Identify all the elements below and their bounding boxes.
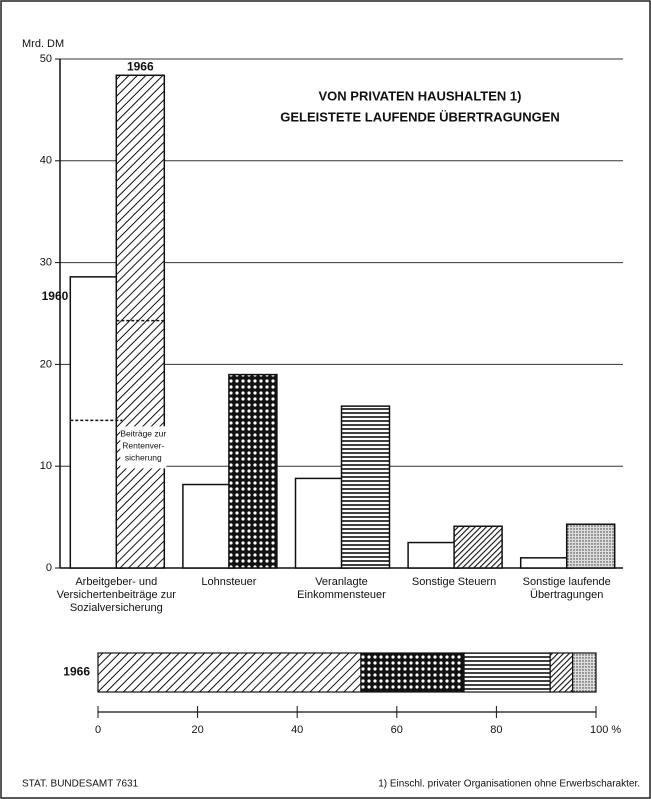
annotation-box [120, 426, 167, 469]
source: STAT. BUNDESAMT 7631 [22, 779, 139, 790]
x-tick-label: 60 [391, 724, 403, 736]
x-tick-label: Lohnsteuer [201, 576, 256, 588]
x-tick-label: Arbeitgeber- und Versichertenbeiträge zur… [57, 576, 177, 614]
y-tick-label: 40 [40, 155, 52, 167]
bar [294, 477, 349, 569]
bar [182, 483, 236, 569]
share-segment [571, 652, 597, 693]
y-tick-label: 20 [40, 358, 52, 370]
series-label: 1966 [127, 59, 154, 73]
share-segment [549, 652, 574, 693]
series-label: 1960 [42, 289, 69, 303]
bar [340, 405, 391, 569]
y-tick-label: 10 [40, 460, 52, 472]
bar [519, 557, 574, 569]
bar [407, 541, 461, 569]
bar [228, 373, 278, 569]
bar [453, 525, 503, 569]
share-segment [360, 652, 465, 693]
share-label: 1966 [63, 665, 90, 679]
share-segment [463, 652, 551, 693]
annotation: Beiträge zur Rentenver-sicherung [120, 429, 166, 463]
x-tick-label: 80 [490, 724, 502, 736]
y-tick-label: 50 [40, 53, 52, 65]
x-tick-label: 40 [291, 724, 303, 736]
chart-subtitle: GELEISTETE LAUFENDE ÜBERTRAGUNGEN [280, 109, 560, 124]
x-tick-label: 100 % [590, 724, 621, 736]
footnote: 1) Einschl. privater Organisationen ohne… [378, 779, 640, 790]
bar [565, 523, 616, 569]
share-segment [97, 652, 362, 693]
bar [115, 74, 166, 569]
y-tick-label: 0 [46, 562, 52, 574]
x-tick-label: 0 [95, 724, 101, 736]
y-axis-label: Mrd. DM [22, 38, 64, 50]
chart-title: VON PRIVATEN HAUSHALTEN 1) [319, 88, 522, 103]
x-tick-label: 20 [191, 724, 203, 736]
x-tick-label: Sonstige laufende Übertragungen [523, 576, 611, 601]
y-tick-label: 30 [40, 257, 52, 269]
x-tick-label: Veranlagte Einkommensteuer [297, 576, 386, 601]
bar [69, 276, 124, 569]
x-tick-label: Sonstige Steuern [412, 576, 496, 588]
